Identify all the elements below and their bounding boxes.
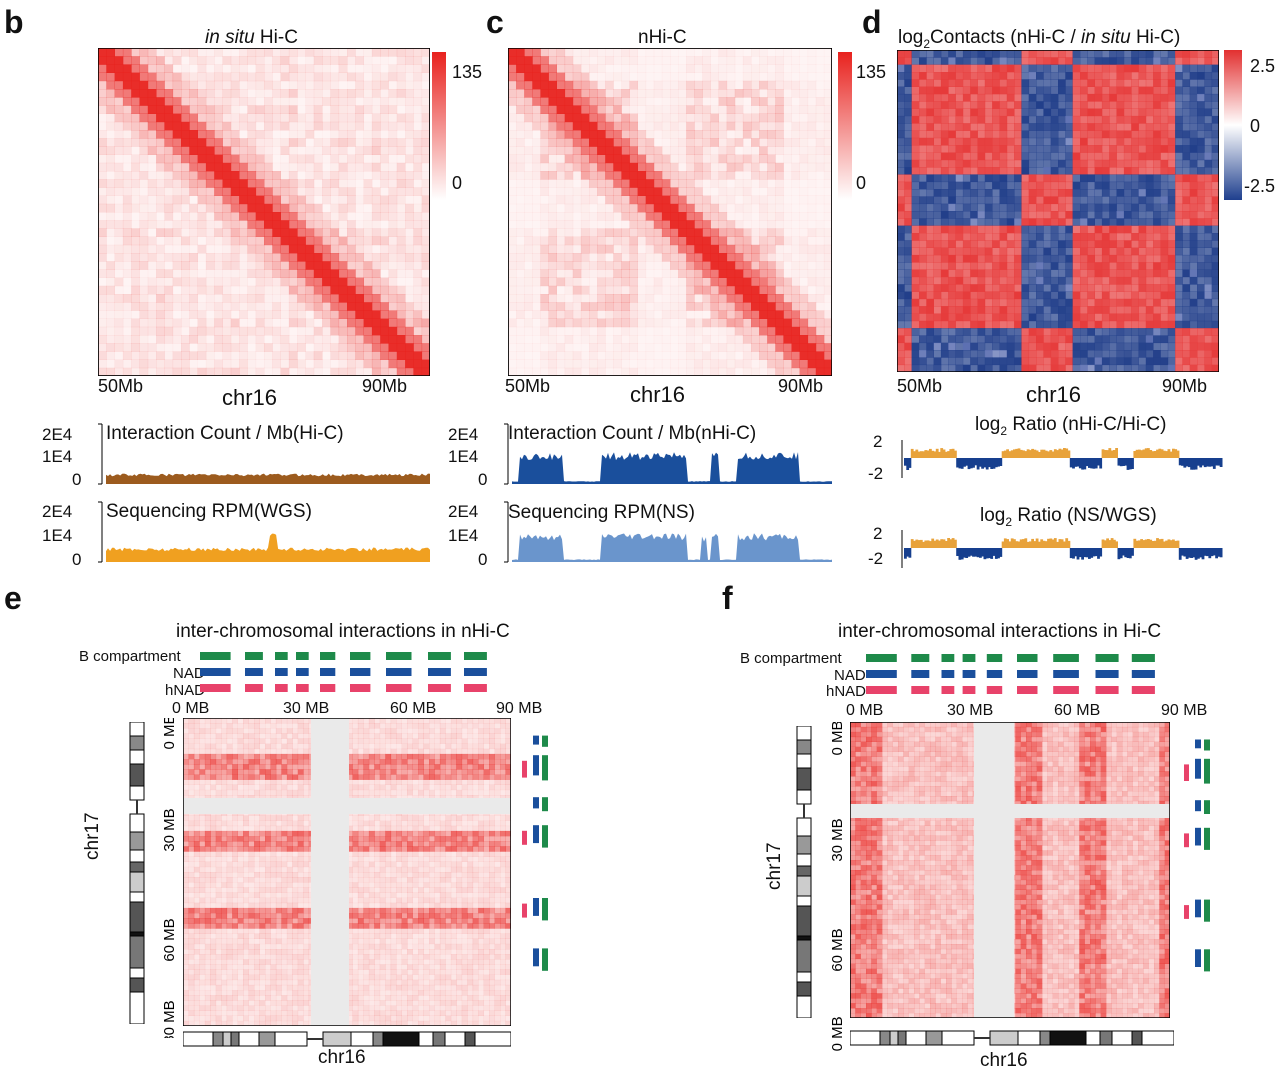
track-sequencing-wgs [98, 501, 430, 563]
f-xtick-90: 90 MB [1161, 702, 1208, 719]
colorbar-b-max: 135 [452, 62, 483, 82]
f-side-annotation [1184, 739, 1210, 972]
e-xtick-0: 0 MB [172, 700, 210, 717]
d2-ytick-top: 2 [873, 524, 883, 543]
colorbar-d-min: -2.5 [1244, 176, 1276, 196]
f-xtick-60: 60 MB [1054, 702, 1101, 719]
colorbar-d [1224, 50, 1242, 200]
c2-ytick-zero: 0 [478, 550, 488, 569]
b2-ytick-zero: 0 [72, 550, 82, 569]
b2-ytick-mid: 1E4 [42, 526, 73, 545]
f-legend-nad: NAD [834, 667, 866, 684]
f-y-chrom: chr17 [764, 842, 785, 890]
colorbar-b [432, 52, 446, 200]
panel-label-b: b [4, 4, 24, 40]
panel-c-title: nHi-C [638, 27, 687, 48]
c-x-right: 90Mb [778, 376, 824, 396]
e-annotation-tracks [200, 652, 487, 692]
c-chrom: chr16 [630, 382, 686, 407]
d1-ytick-bottom: -2 [868, 464, 884, 483]
b1-ytick-mid: 1E4 [42, 447, 73, 466]
e-xtick-30: 30 MB [283, 700, 330, 717]
e-legend-nad: NAD [173, 665, 205, 682]
e-y-chrom: chr17 [82, 812, 103, 860]
b-chrom: chr16 [222, 385, 278, 410]
f-x-chrom: chr16 [980, 1050, 1028, 1071]
colorbar-c-max: 135 [856, 62, 887, 82]
panel-b-title: in situ Hi-C [205, 27, 298, 48]
colorbar-c-min: 0 [856, 173, 867, 193]
heatmap-inter-hic [850, 722, 1170, 1018]
colorbar-b-min: 0 [452, 173, 463, 193]
heatmap-insitu-hic [98, 48, 430, 376]
f-chr17-ideogram [796, 726, 812, 1018]
e-legend-bcomp: B compartment [79, 648, 181, 665]
track-interaction-nhic [504, 423, 832, 485]
d-x-right: 90Mb [1162, 376, 1208, 396]
heatmap-log2-ratio [897, 50, 1219, 372]
c2-ytick-top: 2E4 [448, 502, 479, 521]
track-log2-ratio-nhic-hic [901, 440, 1223, 478]
panel-label-e: e [4, 580, 22, 616]
c2-ytick-mid: 1E4 [448, 526, 479, 545]
c1-ytick-mid: 1E4 [448, 447, 479, 466]
c2-track-label: Sequencing RPM(NS) [508, 502, 695, 523]
e-chr16-ideogram [183, 1031, 511, 1047]
d-x-left: 50Mb [897, 376, 943, 396]
track-log2-ratio-ns-wgs [901, 530, 1223, 568]
e-legend-hnad: hNAD [165, 682, 206, 699]
e-chr17-ideogram [129, 722, 145, 1024]
f-xtick-30: 30 MB [947, 702, 994, 719]
b2-track-label: Sequencing RPM(WGS) [106, 501, 312, 522]
f-legend-bcomp: B compartment [740, 650, 842, 667]
track-interaction-hic [98, 423, 430, 485]
colorbar-d-max: 2.5 [1250, 56, 1276, 76]
d1-track-label: log2 Ratio (nHi-C/Hi-C) [975, 414, 1167, 438]
b1-ytick-zero: 0 [72, 470, 82, 489]
d-chrom: chr16 [1026, 382, 1082, 407]
b2-ytick-top: 2E4 [42, 502, 73, 521]
panel-f-title: inter-chromosomal interactions in Hi-C [838, 621, 1162, 642]
e-xtick-90: 90 MB [496, 700, 543, 717]
panel-label-c: c [486, 4, 504, 40]
e-side-annotation [522, 735, 548, 971]
b-x-left: 50Mb [98, 376, 144, 396]
c1-ytick-zero: 0 [478, 470, 488, 489]
panel-e-title: inter-chromosomal interactions in nHi-C [176, 621, 510, 642]
f-annotation-tracks [866, 654, 1155, 694]
heatmap-nhic [508, 48, 832, 376]
c1-ytick-top: 2E4 [448, 425, 479, 444]
f-xtick-0: 0 MB [846, 702, 884, 719]
colorbar-d-mid: 0 [1250, 116, 1261, 136]
e-xtick-60: 60 MB [390, 700, 437, 717]
b1-ytick-top: 2E4 [42, 425, 73, 444]
b1-track-label: Interaction Count / Mb(Hi-C) [106, 423, 344, 444]
heatmap-inter-nhic [183, 718, 511, 1026]
b-x-right: 90Mb [362, 376, 408, 396]
panel-d-title: log2Contacts (nHi-C / in situ Hi-C) [898, 27, 1181, 51]
c1-track-label: Interaction Count / Mb(nHi-C) [508, 423, 757, 444]
colorbar-c [838, 52, 852, 200]
f-chr16-ideogram [850, 1030, 1174, 1046]
c-x-left: 50Mb [505, 376, 551, 396]
track-sequencing-ns [504, 501, 832, 563]
panel-label-d: d [862, 4, 882, 40]
panel-label-f: f [722, 580, 733, 616]
f-legend-hnad: hNAD [826, 683, 867, 700]
d2-track-label: log2 Ratio (NS/WGS) [980, 505, 1157, 529]
d2-ytick-bottom: -2 [868, 549, 884, 568]
e-x-chrom: chr16 [318, 1047, 366, 1068]
d1-ytick-top: 2 [873, 432, 883, 451]
